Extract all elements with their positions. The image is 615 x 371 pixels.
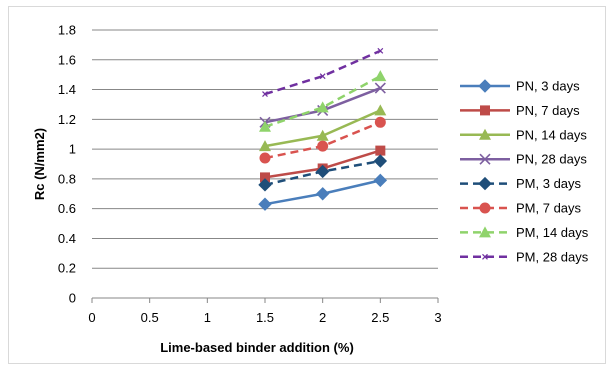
- x-tick-label: 0.5: [141, 310, 159, 325]
- x-tick-label: 1: [204, 310, 211, 325]
- legend-marker: [479, 226, 491, 238]
- data-point: [375, 145, 386, 156]
- x-tick-label: 3: [434, 310, 441, 325]
- legend-entry: PM, 3 days: [516, 176, 582, 191]
- data-point: [374, 104, 387, 116]
- data-point: [259, 140, 271, 152]
- x-tick-label: 2: [319, 310, 326, 325]
- data-point: [262, 91, 268, 97]
- x-tick-label: 2.5: [371, 310, 389, 325]
- legend-entry: PN, 28 days: [516, 152, 587, 167]
- x-tick-label: 0: [88, 310, 95, 325]
- legend-entry: PN, 7 days: [516, 103, 580, 118]
- data-point: [259, 120, 271, 132]
- data-point: [374, 70, 387, 82]
- y-tick-label: 1.2: [58, 112, 76, 127]
- data-point: [374, 82, 386, 94]
- y-tick-label: 0.8: [58, 171, 76, 186]
- data-point: [260, 172, 270, 183]
- legend-marker: [479, 202, 491, 214]
- data-point: [317, 140, 329, 152]
- data-point: [374, 116, 386, 128]
- legend-entry: PN, 3 days: [516, 79, 580, 94]
- legend-marker: [478, 176, 492, 191]
- data-point: [259, 152, 271, 164]
- y-tick-label: 0: [69, 291, 76, 306]
- legend-marker: [482, 253, 488, 260]
- y-tick-label: 1.4: [58, 82, 76, 97]
- data-point: [316, 101, 329, 113]
- data-point: [258, 197, 272, 211]
- legend-marker: [478, 79, 492, 93]
- data-point: [377, 47, 384, 54]
- chart-frame: [8, 6, 606, 364]
- legend-entry: PM, 14 days: [516, 225, 589, 240]
- data-point: [315, 164, 330, 179]
- legend-marker: [479, 128, 491, 140]
- y-tick-label: 0.2: [58, 261, 76, 276]
- series-line-7: [264, 75, 381, 128]
- data-point: [373, 173, 388, 188]
- y-tick-label: 1.6: [58, 52, 76, 67]
- legend-entry: PM, 7 days: [516, 201, 582, 216]
- data-point: [315, 187, 330, 201]
- series-line-8: [264, 49, 381, 96]
- data-point: [258, 178, 272, 192]
- y-axis-title: Rc (N/mm2): [32, 128, 47, 200]
- data-point: [373, 154, 388, 168]
- x-tick-label: 1.5: [256, 310, 274, 325]
- y-tick-label: 1: [69, 142, 76, 157]
- x-axis-title: Lime-based binder addition (%): [160, 340, 354, 355]
- y-tick-label: 1.8: [58, 23, 76, 38]
- legend-entry: PN, 14 days: [516, 127, 587, 142]
- legend-marker: [479, 153, 491, 165]
- y-tick-label: 0.6: [58, 201, 76, 216]
- legend-entry: PM, 28 days: [516, 249, 589, 264]
- data-point: [319, 73, 326, 80]
- legend-marker: [480, 105, 490, 116]
- data-point: [316, 129, 329, 141]
- y-tick-label: 0.4: [58, 231, 76, 246]
